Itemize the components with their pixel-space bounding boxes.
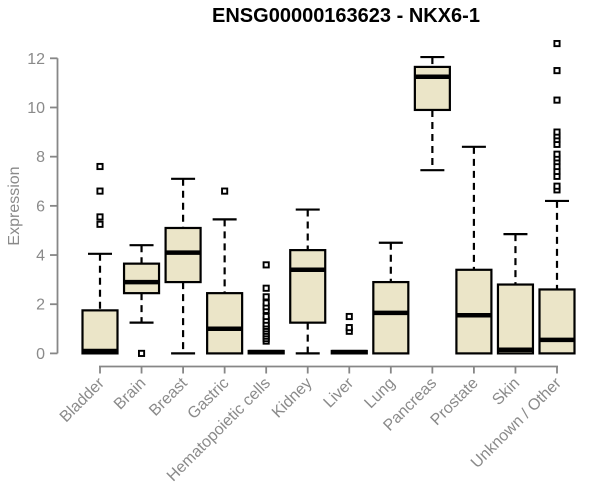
box-iqr [122, 262, 161, 295]
outlier-point [345, 312, 353, 321]
x-tick-label-skin: Skin [489, 375, 523, 409]
boxplot-group-skin [496, 233, 535, 355]
outlier-point [345, 324, 353, 332]
boxes-layer [81, 39, 576, 357]
outlier-point [553, 182, 561, 190]
box-iqr [496, 283, 535, 355]
outlier-point [221, 187, 229, 195]
outlier-point [553, 150, 561, 158]
boxplot-group-brain [122, 244, 161, 357]
boxplot-group-gastric [206, 187, 244, 355]
y-tick-label: 10 [27, 100, 45, 117]
box-iqr [206, 292, 244, 355]
box-iqr [413, 65, 451, 112]
box-iqr [289, 249, 327, 324]
outlier-point [262, 284, 270, 292]
box-iqr [538, 288, 576, 355]
boxplot-group-liver [330, 312, 368, 355]
box-iqr [164, 226, 202, 284]
outlier-point [262, 312, 270, 321]
chart-title: ENSG00000163623 - NKX6-1 [212, 5, 480, 27]
outlier-point [137, 349, 146, 357]
x-tick-label-kidney: Kidney [269, 375, 316, 422]
boxplot-group-hematopoietic-cells [247, 261, 285, 355]
boxplot-group-pancreas [413, 55, 451, 172]
boxplot-group-unknown-other [538, 39, 576, 355]
y-tick-label: 4 [36, 248, 45, 265]
boxplot-group-prostate [455, 145, 493, 355]
boxplot-group-kidney [289, 208, 327, 355]
outlier-point [96, 187, 104, 195]
x-tick-label-liver: Liver [321, 374, 358, 411]
boxplot-group-bladder [81, 162, 119, 355]
outlier-point [553, 39, 561, 48]
outlier-point [553, 128, 561, 136]
boxplot-group-lung [372, 241, 410, 355]
outlier-point [262, 299, 270, 307]
y-tick-label: 2 [36, 297, 45, 314]
y-tick-label: 6 [36, 198, 45, 215]
box-iqr [455, 268, 493, 355]
y-axis-label: Expression [6, 166, 23, 245]
box-iqr [81, 309, 119, 355]
y-axis: 0 2 4 6 8 10 12 [27, 51, 59, 363]
outlier-point [553, 96, 561, 104]
x-tick-label-bladder: Bladder [57, 374, 108, 425]
x-tick-label-brain: Brain [111, 375, 149, 413]
outlier-point [262, 293, 270, 301]
outlier-point [96, 220, 104, 228]
outlier-point [96, 162, 104, 171]
x-tick-label-lung: Lung [361, 375, 398, 412]
x-tick-label-breast: Breast [146, 374, 191, 419]
y-tick-label: 0 [36, 346, 45, 363]
outlier-point [553, 67, 561, 75]
y-tick-label: 12 [27, 51, 45, 68]
boxplot-group-breast [164, 177, 202, 355]
box-iqr [372, 280, 410, 355]
outlier-point [262, 261, 270, 269]
y-tick-label: 8 [36, 149, 45, 166]
outlier-point [96, 213, 104, 221]
